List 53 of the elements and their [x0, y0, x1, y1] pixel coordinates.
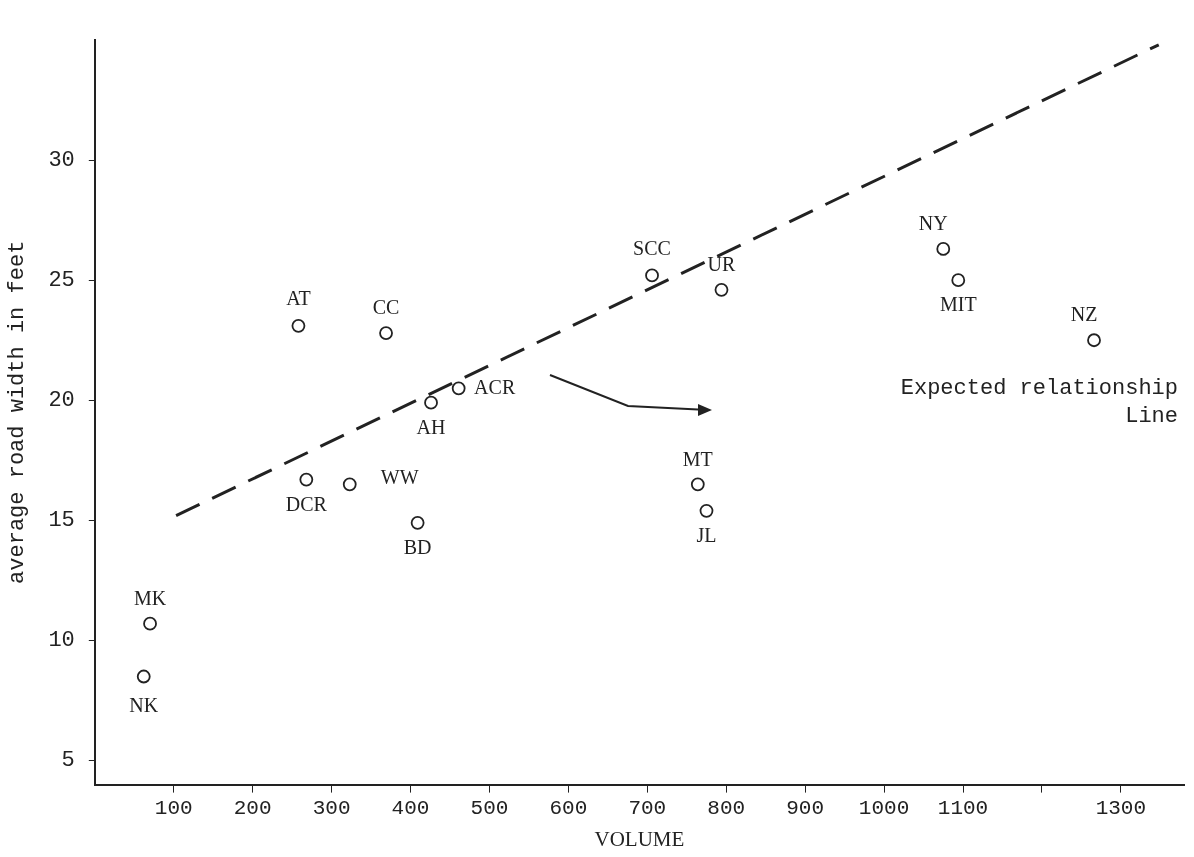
annotation: AH: [416, 415, 446, 438]
y-tick-label: 20: [48, 388, 75, 414]
x-tick-label: 1300: [1095, 796, 1147, 820]
x-tick-label: 800: [707, 796, 746, 820]
x-tick-label: 900: [786, 796, 825, 820]
annotation: Expected relationship Line: [900, 375, 1178, 429]
annotation: NK: [129, 693, 159, 716]
point: [451, 381, 466, 396]
x-tick-label: 1100: [937, 796, 989, 820]
point: [699, 503, 714, 518]
annotation: ACR: [474, 375, 516, 398]
point: [690, 477, 705, 492]
point: [299, 472, 314, 487]
annotation: NY: [918, 212, 948, 235]
x-tick-label: 500: [470, 796, 509, 820]
point: [951, 273, 966, 288]
point: [1087, 333, 1101, 348]
y-tick-label: 10: [48, 628, 75, 654]
annotation: BD: [403, 536, 432, 559]
x-tick-label: 1000: [858, 796, 910, 820]
annotation: CC: [372, 296, 400, 319]
point: [291, 318, 306, 333]
annotation: MT: [682, 447, 713, 470]
x-tick-label: 600: [549, 796, 588, 820]
x-tick-label: 400: [391, 796, 430, 820]
point: [342, 477, 357, 492]
x-tick-label: 100: [154, 796, 193, 820]
annotation: UR: [707, 253, 737, 276]
y-tick-label: 5: [61, 748, 75, 774]
point: [645, 268, 659, 283]
point: [714, 282, 729, 297]
annotation: AT: [286, 287, 311, 310]
y-tick-label: 30: [48, 147, 75, 173]
x-tick-label: 300: [312, 796, 351, 820]
point: [424, 395, 438, 410]
annotation: DCR: [285, 492, 328, 515]
y-axis-title: average road width in feet: [5, 240, 31, 584]
annotation: MIT: [939, 293, 977, 316]
point: [379, 326, 393, 340]
point: [410, 515, 425, 530]
annotation: SCC: [633, 236, 671, 259]
annotation: MK: [133, 586, 167, 609]
x-tick-label: 200: [233, 796, 272, 820]
annotation: NZ: [1070, 303, 1098, 326]
x-axis-title: VOLUME: [594, 826, 685, 851]
point: [936, 242, 951, 256]
annotation: WW: [380, 465, 419, 488]
y-tick-label: 15: [48, 508, 75, 534]
x-tick-label: 700: [628, 796, 667, 820]
annotation: JL: [696, 524, 717, 547]
y-tick-label: 25: [48, 268, 75, 294]
point: [143, 616, 157, 631]
point: [136, 669, 151, 684]
